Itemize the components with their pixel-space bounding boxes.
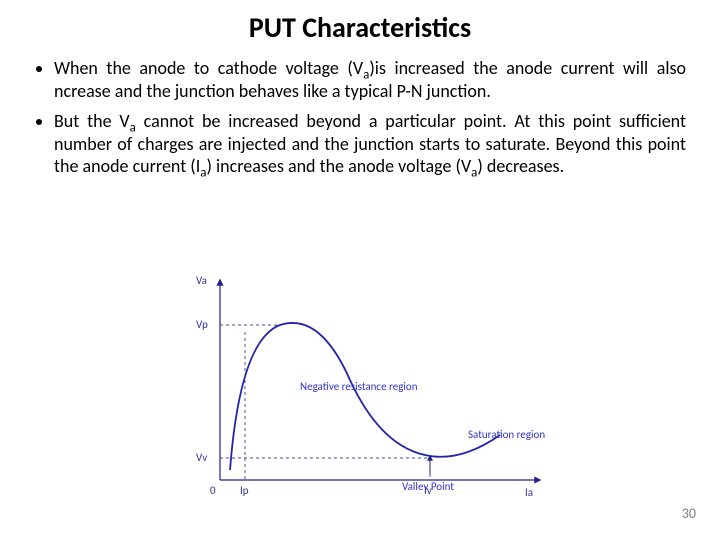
bullet-1: When the anode to cathode voltage (Va)is… xyxy=(54,57,686,102)
svg-text:Ip: Ip xyxy=(240,484,249,497)
svg-text:Vp: Vp xyxy=(196,318,208,331)
page-title: PUT Characteristics xyxy=(0,0,720,51)
bullet-2: But the Va cannot be increased beyond a … xyxy=(54,110,686,178)
page-number: 30 xyxy=(682,505,696,522)
characteristics-figure: VaVpVv0IpIvIaNegative resistance regionS… xyxy=(170,270,570,520)
body-text: When the anode to cathode voltage (Va)is… xyxy=(0,51,720,178)
svg-text:Negative resistance region: Negative resistance region xyxy=(300,380,418,393)
slide: PUT Characteristics When the anode to ca… xyxy=(0,0,720,540)
svg-text:Va: Va xyxy=(196,274,207,287)
svg-text:Vv: Vv xyxy=(196,451,207,464)
svg-text:Valley Point: Valley Point xyxy=(402,480,454,493)
bullet-list: When the anode to cathode voltage (Va)is… xyxy=(34,57,686,178)
svg-text:Saturation region: Saturation region xyxy=(468,428,545,441)
svg-text:Ia: Ia xyxy=(525,486,533,499)
svg-text:0: 0 xyxy=(210,484,216,497)
characteristics-svg: VaVpVv0IpIvIaNegative resistance regionS… xyxy=(170,270,570,520)
